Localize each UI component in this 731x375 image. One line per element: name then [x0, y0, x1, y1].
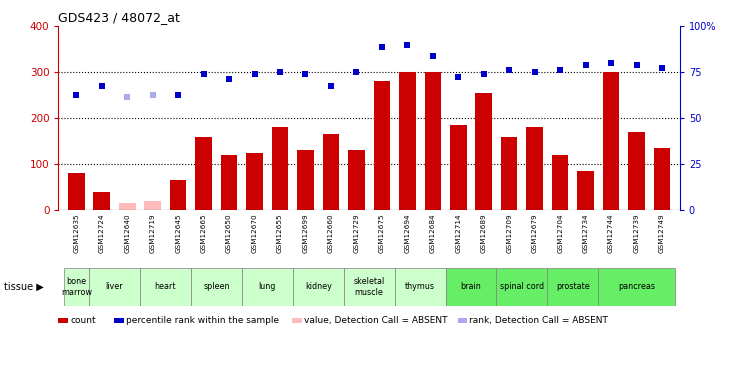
Text: GSM12655: GSM12655	[277, 213, 283, 252]
Text: GSM12704: GSM12704	[557, 213, 563, 252]
Bar	[577, 171, 594, 210]
Bar	[292, 268, 344, 306]
Text: GSM12724: GSM12724	[99, 213, 105, 252]
Text: brain: brain	[461, 282, 482, 291]
Text: count: count	[70, 316, 96, 325]
Text: liver: liver	[106, 282, 124, 291]
Text: bone
marrow: bone marrow	[61, 277, 92, 297]
Text: GSM12694: GSM12694	[404, 213, 410, 252]
Bar	[221, 155, 238, 210]
Text: GDS423 / 48072_at: GDS423 / 48072_at	[58, 11, 181, 24]
Text: GSM12640: GSM12640	[124, 213, 130, 252]
Bar	[450, 125, 466, 210]
Bar	[272, 128, 288, 210]
Bar	[322, 134, 339, 210]
Text: GSM12684: GSM12684	[430, 213, 436, 252]
Text: GSM12660: GSM12660	[328, 213, 334, 252]
Bar	[599, 268, 675, 306]
Text: thymus: thymus	[405, 282, 435, 291]
Text: rank, Detection Call = ABSENT: rank, Detection Call = ABSENT	[469, 316, 608, 325]
Text: kidney: kidney	[305, 282, 332, 291]
Bar	[191, 268, 242, 306]
Bar	[89, 268, 140, 306]
Bar	[94, 192, 110, 210]
Bar	[170, 180, 186, 210]
Text: GSM12709: GSM12709	[506, 213, 512, 252]
Bar	[395, 268, 446, 306]
Bar	[496, 268, 548, 306]
Bar	[446, 268, 496, 306]
Text: GSM12749: GSM12749	[659, 213, 665, 252]
Text: value, Detection Call = ABSENT: value, Detection Call = ABSENT	[304, 316, 447, 325]
Bar	[501, 136, 518, 210]
Bar	[374, 81, 390, 210]
Bar	[348, 150, 365, 210]
Text: GSM12645: GSM12645	[175, 213, 181, 252]
Text: GSM12679: GSM12679	[531, 213, 538, 252]
Bar	[145, 201, 161, 210]
Bar	[399, 72, 416, 210]
Bar	[526, 128, 543, 210]
Text: GSM12675: GSM12675	[379, 213, 385, 252]
Text: heart: heart	[155, 282, 176, 291]
Bar	[68, 173, 85, 210]
Text: spinal cord: spinal cord	[500, 282, 544, 291]
Text: GSM12714: GSM12714	[455, 213, 461, 252]
Text: GSM12734: GSM12734	[583, 213, 588, 252]
Text: GSM12699: GSM12699	[303, 213, 308, 252]
Text: spleen: spleen	[203, 282, 230, 291]
Text: GSM12635: GSM12635	[73, 213, 79, 252]
Bar	[475, 93, 492, 210]
Bar	[298, 150, 314, 210]
Bar	[603, 72, 619, 210]
Bar	[140, 268, 191, 306]
Text: percentile rank within the sample: percentile rank within the sample	[126, 316, 279, 325]
Bar	[246, 153, 263, 210]
Bar	[119, 203, 135, 210]
Text: pancreas: pancreas	[618, 282, 655, 291]
Text: GSM12670: GSM12670	[251, 213, 257, 252]
Text: skeletal
muscle: skeletal muscle	[354, 277, 385, 297]
Bar	[195, 136, 212, 210]
Text: prostate: prostate	[556, 282, 590, 291]
Text: GSM12739: GSM12739	[634, 213, 640, 252]
Bar	[548, 268, 599, 306]
Text: GSM12665: GSM12665	[200, 213, 207, 252]
Text: GSM12729: GSM12729	[353, 213, 360, 252]
Text: tissue ▶: tissue ▶	[4, 282, 43, 292]
Bar	[344, 268, 395, 306]
Text: GSM12744: GSM12744	[608, 213, 614, 252]
Text: GSM12650: GSM12650	[226, 213, 232, 252]
Text: GSM12719: GSM12719	[150, 213, 156, 252]
Bar	[425, 72, 441, 210]
Text: lung: lung	[259, 282, 276, 291]
Bar	[628, 132, 645, 210]
Bar	[242, 268, 292, 306]
Bar	[654, 148, 670, 210]
Text: GSM12689: GSM12689	[481, 213, 487, 252]
Bar	[552, 155, 569, 210]
Bar	[64, 268, 89, 306]
